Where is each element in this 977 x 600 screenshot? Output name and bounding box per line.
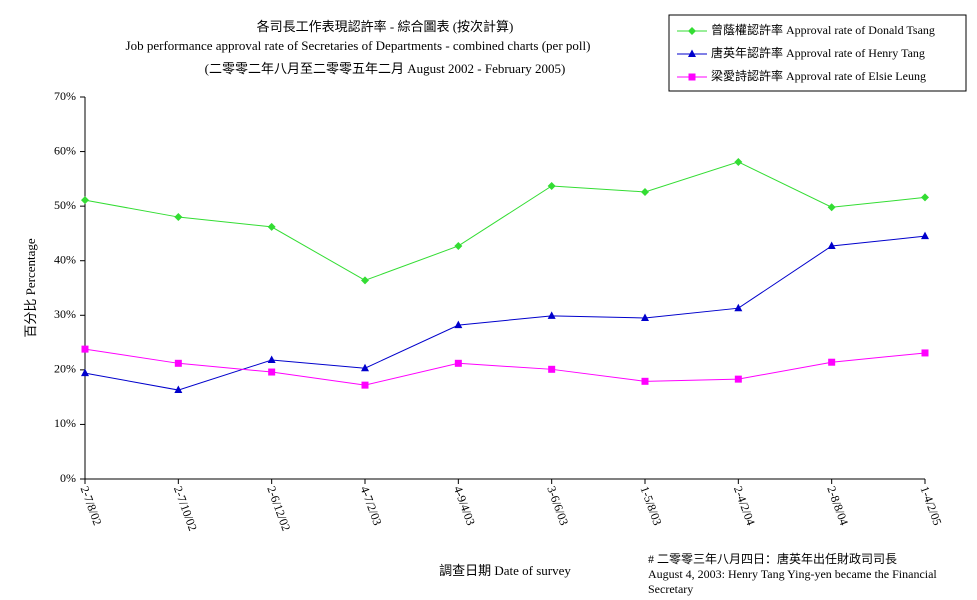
point (267, 355, 276, 364)
point (921, 231, 929, 240)
x-tick-label: 2-6/12/02 (264, 484, 293, 533)
y-tick-label: 20% (54, 362, 76, 376)
note: August 4, 2003: Henry Tang Ying-yen beca… (648, 567, 937, 581)
point (641, 313, 649, 322)
x-tick-label: 4-9/4/03 (451, 484, 478, 527)
point (547, 181, 556, 190)
point (547, 311, 556, 319)
point (361, 363, 369, 372)
x-tick-label: 2-7/8/02 (78, 484, 105, 527)
y-tick-label: 60% (54, 143, 76, 157)
x-tick-label: 2-4/2/04 (731, 484, 758, 527)
point (641, 187, 649, 196)
point (734, 157, 743, 166)
y-tick-label: 70% (54, 89, 76, 103)
x-tick-label: 3-6/6/03 (544, 484, 571, 527)
y-tick-label: 40% (54, 252, 76, 266)
point (454, 320, 463, 329)
point (688, 73, 696, 81)
point (454, 359, 462, 367)
legend-box (668, 14, 967, 92)
point (828, 358, 836, 366)
point (174, 359, 182, 367)
point (734, 375, 742, 383)
point (268, 368, 276, 376)
x-tick-label: 1-5/8/03 (638, 484, 665, 527)
legend-label: 曾蔭權認許率 Approval rate of Donald Tsang (711, 22, 935, 37)
point (734, 303, 743, 312)
series-line (84, 348, 926, 386)
point (688, 49, 696, 57)
point (548, 365, 556, 373)
point (921, 349, 929, 357)
chart-subtitle: Job performance approval rate of Secreta… (126, 38, 591, 53)
y-tick-label: 10% (54, 416, 76, 430)
y-axis-label: 百分比 Percentage (23, 238, 38, 338)
y-tick-label: 50% (54, 198, 76, 212)
chart-title: 各司長工作表現認許率 - 綜合圖表 (按次計算) (257, 19, 514, 34)
point (827, 241, 836, 249)
point (688, 27, 696, 35)
legend-label: 梁愛詩認許率 Approval rate of Elsie Leung (711, 68, 926, 83)
point (174, 385, 183, 394)
series-line (84, 161, 926, 281)
point (81, 345, 89, 353)
legend-label: 唐英年認許率 Approval rate of Henry Tang (711, 45, 925, 60)
note: Secretary (648, 582, 693, 596)
point (81, 196, 89, 205)
x-tick-label: 1-4/2/05 (918, 484, 945, 527)
point (361, 276, 369, 285)
chart-period: (二零零二年八月至二零零五年二月 August 2002 - February … (205, 61, 566, 76)
point (921, 193, 929, 202)
x-tick-label: 4-7/2/03 (358, 484, 385, 527)
y-tick-label: 30% (54, 307, 76, 321)
point (827, 203, 836, 212)
note: # 二零零三年八月四日：唐英年出任財政司司長 (648, 551, 897, 566)
x-axis-label: 調查日期 Date of survey (439, 563, 571, 578)
point (454, 241, 463, 250)
y-tick-label: 0% (60, 471, 76, 485)
x-tick-label: 2-7/10/02 (171, 484, 200, 533)
point (174, 213, 183, 222)
point (81, 368, 89, 377)
point (641, 377, 649, 385)
series-line (84, 235, 926, 391)
point (361, 381, 369, 389)
x-tick-label: 2-8/8/04 (824, 484, 851, 527)
point (267, 222, 276, 231)
